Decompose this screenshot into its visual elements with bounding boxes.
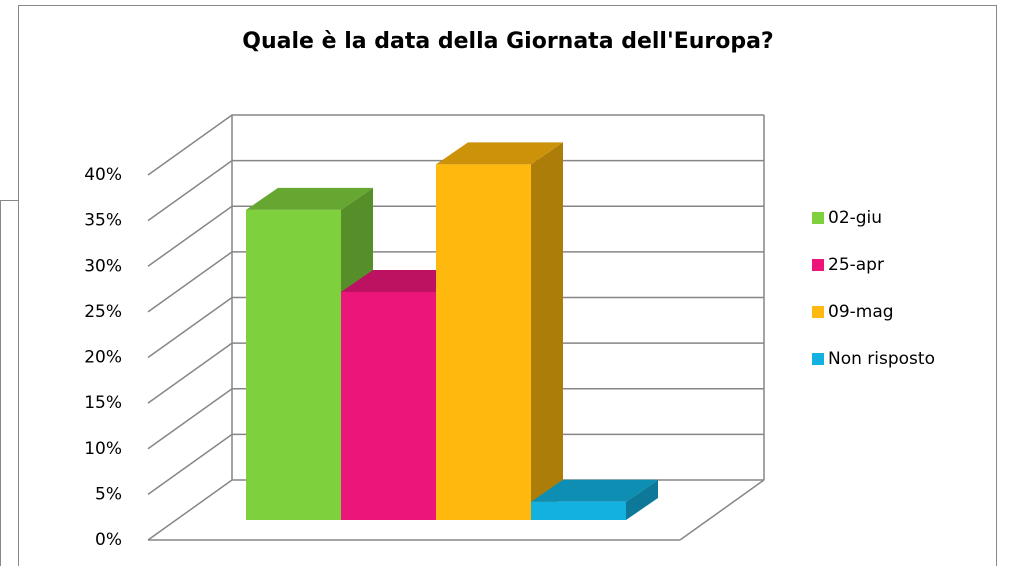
y-tick-label: 5% [95,484,122,504]
y-tick-label: 0% [95,530,122,550]
legend-label: 25-apr [828,255,884,275]
bar-face [246,187,373,210]
legend-label: Non risposto [828,349,935,369]
bar [531,479,658,520]
y-tick-label: 40% [84,165,122,185]
chart-title: Quale è la data della Giornata dell'Euro… [242,29,773,54]
bar-face [531,142,563,520]
legend-swatch [812,212,824,224]
bar-face [246,209,341,521]
y-tick-label: 20% [84,348,122,368]
bar-face [436,164,531,520]
bar-face [531,501,626,520]
y-tick-label: 15% [84,393,122,413]
legend-label: 09-mag [828,302,894,322]
y-tick-label: 10% [84,439,122,459]
bar-face [531,479,658,502]
y-tick-label: 35% [84,211,122,231]
bar-face [436,142,563,165]
legend-swatch [812,306,824,318]
legend-swatch [812,353,824,365]
y-tick-label: 25% [84,302,122,322]
y-tick-label: 30% [84,256,122,276]
bar [436,142,563,520]
bar-face [626,479,658,520]
legend-label: 02-giu [828,208,882,228]
bar-face [341,292,436,520]
floor-edge [679,479,765,541]
legend-swatch [812,259,824,271]
